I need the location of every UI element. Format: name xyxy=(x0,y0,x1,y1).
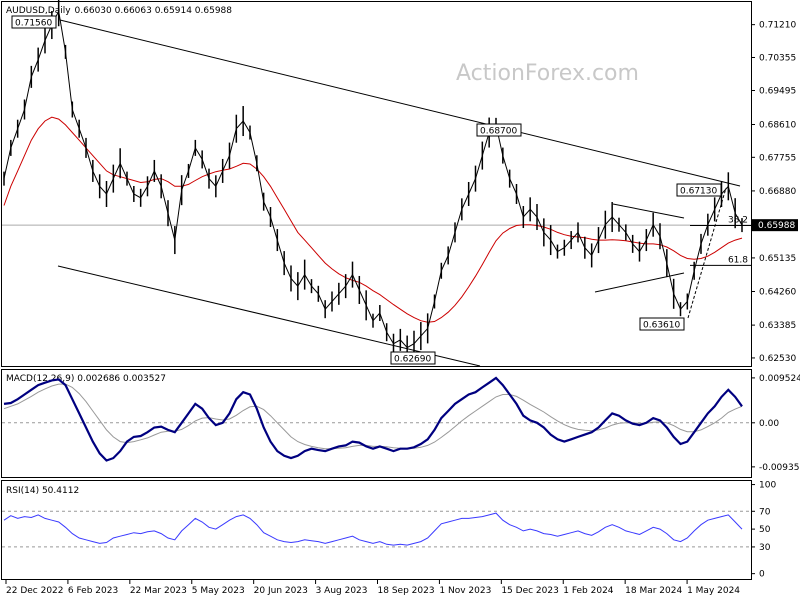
price-y-tick-label: 0.69495 xyxy=(759,87,796,97)
x-tick-label: 1 May 2024 xyxy=(687,586,740,596)
triangle-lower-line xyxy=(594,272,685,293)
macd-panel-frame xyxy=(1,369,752,478)
x-tick-label: 3 Aug 2023 xyxy=(316,586,368,596)
x-tick-label: 15 Dec 2023 xyxy=(501,586,559,596)
price-y-tick-label: 0.66880 xyxy=(759,187,796,197)
macd-panel-title: MACD(12,26,9) 0.002686 0.003527 xyxy=(6,374,166,384)
price-y-tick-label: 0.64260 xyxy=(759,288,796,298)
price-y-tick-label: 0.71210 xyxy=(759,21,796,31)
macd-signal-line xyxy=(3,383,743,450)
rsi-panel-frame xyxy=(1,480,752,580)
x-tick-label: 22 Dec 2022 xyxy=(6,586,64,596)
price-y-tick-label: 0.62530 xyxy=(759,354,796,364)
rsi-panel-title: RSI(14) 50.4112 xyxy=(6,486,79,496)
annotation-label: 0.62690 xyxy=(394,355,431,365)
macd-line xyxy=(3,376,743,462)
price-panel-title: AUDUSD,Daily 0.66030 0.66063 0.65914 0.65… xyxy=(6,6,232,16)
rsi-y-tick-label: 30 xyxy=(759,543,771,553)
fib-label: 61.8 xyxy=(728,255,748,265)
annotation-box xyxy=(390,351,436,365)
rsi-y-tick-label: 70 xyxy=(759,507,771,517)
annotation-label: 0.63610 xyxy=(643,321,680,331)
price-y-tick-label: 0.65135 xyxy=(759,254,796,264)
watermark: ActionForex.com xyxy=(456,61,639,86)
price-panel-frame xyxy=(1,1,752,367)
channel-lower-line xyxy=(57,265,481,367)
x-tick-label: 5 May 2023 xyxy=(192,586,245,596)
axes: 0.71210 0.70355 0.69495 0.68610 0.67755 0.668… xyxy=(5,21,800,596)
fib-swing-line xyxy=(687,187,727,319)
panel-frames xyxy=(1,1,752,580)
macd-y-tick-label: -0.00935 xyxy=(759,463,799,473)
x-tick-label: 6 Feb 2023 xyxy=(68,586,118,596)
price-y-tick-label: 0.70355 xyxy=(759,53,796,63)
rsi-y-tick-label: 0 xyxy=(759,570,765,580)
annotation-label: 0.68700 xyxy=(480,127,517,137)
channel-upper-line xyxy=(59,19,741,187)
x-tick-label: 22 Mar 2023 xyxy=(130,586,187,596)
price-y-tick-label: 0.67755 xyxy=(759,153,796,163)
rsi-y-tick-label: 100 xyxy=(759,481,776,491)
annotation-box xyxy=(11,15,57,29)
macd-panel xyxy=(2,376,751,462)
annotation-label: 0.71560 xyxy=(15,19,52,29)
annotation-label: 0.67130 xyxy=(680,187,717,197)
rsi-y-tick-label: 50 xyxy=(759,525,771,535)
x-tick-label: 20 Jun 2023 xyxy=(254,586,308,596)
x-tick-label: 18 Sep 2023 xyxy=(378,586,435,596)
triangle-upper-line xyxy=(612,203,685,219)
macd-y-tick-label: 0.009524 xyxy=(759,374,800,384)
annotation-box xyxy=(639,317,685,331)
rsi-panel xyxy=(2,510,751,548)
current-price-label: 0.65988 xyxy=(758,221,795,231)
x-tick-label: 1 Nov 2023 xyxy=(439,586,491,596)
annotation-box xyxy=(476,123,522,137)
price-line xyxy=(3,9,743,349)
moving-average-line xyxy=(3,116,743,323)
macd-y-tick-label: 0.00 xyxy=(759,419,779,429)
price-y-tick-label: 0.63385 xyxy=(759,321,796,331)
current-price-tag xyxy=(752,219,798,232)
x-tick-label: 1 Feb 2024 xyxy=(563,586,614,596)
price-y-tick-label: 0.68610 xyxy=(759,120,796,130)
price-panel: 38.2 61.8 0.71560 0.62690 0.68700 0.67130 0.63… xyxy=(2,0,751,367)
annotation-box xyxy=(676,183,722,197)
rsi-line xyxy=(3,512,743,546)
x-tick-label: 18 Mar 2024 xyxy=(625,586,682,596)
fib-label: 38.2 xyxy=(728,215,748,225)
